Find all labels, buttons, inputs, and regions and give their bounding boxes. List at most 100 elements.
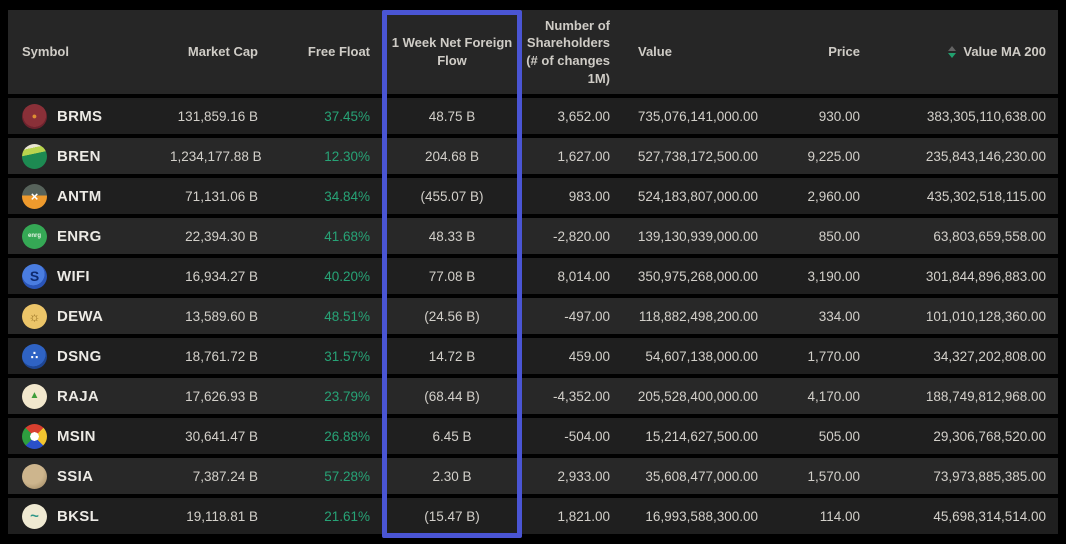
price-cell: 1,570.00: [807, 468, 860, 484]
value-ma200-cell: 235,843,146,230.00: [925, 148, 1046, 164]
value-cell: 139,130,939,000.00: [637, 228, 758, 244]
market-cap-cell: 30,641.47 B: [185, 428, 258, 444]
price-cell: 334.00: [818, 308, 860, 324]
net-foreign-flow-cell: 6.45 B: [432, 428, 472, 444]
price-cell: 930.00: [818, 108, 860, 124]
net-foreign-flow-cell: (455.07 B): [420, 188, 484, 204]
price-cell: 3,190.00: [807, 268, 860, 284]
column-header-value-ma-200-label: Value MA 200: [963, 44, 1046, 60]
symbol-cell: SSIA: [8, 463, 170, 489]
column-header-market-cap[interactable]: Market Cap: [187, 44, 258, 60]
shareholders-cell: 1,821.00: [557, 508, 610, 524]
table-row[interactable]: × ANTM 71,131.06 B 34.84% (455.07 B) 983…: [8, 178, 1058, 214]
value-cell: 205,528,400,000.00: [637, 388, 758, 404]
price-cell: 4,170.00: [807, 388, 860, 404]
sort-arrows-icon[interactable]: [948, 46, 957, 58]
free-float-cell: 31.57%: [324, 348, 370, 364]
symbol-label: ENRG: [57, 227, 102, 245]
symbol-cell: ▲ RAJA: [8, 383, 170, 409]
net-foreign-flow-cell: 14.72 B: [428, 348, 476, 364]
value-cell: 524,183,807,000.00: [637, 188, 758, 204]
price-cell: 9,225.00: [807, 148, 860, 164]
table-row[interactable]: BREN 1,234,177.88 B 12.30% 204.68 B 1,62…: [8, 138, 1058, 174]
table-row[interactable]: ☼ DEWA 13,589.60 B 48.51% (24.56 B) -497…: [8, 298, 1058, 334]
value-ma200-cell: 101,010,128,360.00: [925, 308, 1046, 324]
value-cell: 35,608,477,000.00: [645, 468, 758, 484]
symbol-label: ANTM: [57, 187, 102, 205]
net-foreign-flow-cell: 204.68 B: [424, 148, 480, 164]
stock-logo-icon: S: [22, 263, 47, 289]
market-cap-cell: 18,761.72 B: [185, 348, 258, 364]
shareholders-cell: 8,014.00: [557, 268, 610, 284]
column-header-price[interactable]: Price: [828, 44, 860, 60]
symbol-label: BKSL: [57, 507, 100, 525]
symbol-label: WIFI: [57, 267, 90, 285]
net-foreign-flow-cell: 48.75 B: [428, 108, 476, 124]
table-row[interactable]: ▲ RAJA 17,626.93 B 23.79% (68.44 B) -4,3…: [8, 378, 1058, 414]
symbol-label: SSIA: [57, 467, 94, 485]
value-ma200-cell: 29,306,768,520.00: [933, 428, 1046, 444]
market-cap-cell: 7,387.24 B: [192, 468, 258, 484]
table-row[interactable]: enrg ENRG 22,394.30 B 41.68% 48.33 B -2,…: [8, 218, 1058, 254]
symbol-label: BREN: [57, 147, 101, 165]
table-row[interactable]: ∴ DSNG 18,761.72 B 31.57% 14.72 B 459.00…: [8, 338, 1058, 374]
market-cap-cell: 19,118.81 B: [186, 508, 258, 524]
market-cap-cell: 16,934.27 B: [185, 268, 258, 284]
price-cell: 2,960.00: [807, 188, 860, 204]
market-cap-cell: 131,859.16 B: [177, 108, 258, 124]
value-ma200-cell: 383,305,110,638.00: [926, 108, 1046, 124]
table-row[interactable]: ● BRMS 131,859.16 B 37.45% 48.75 B 3,652…: [8, 98, 1058, 134]
column-header-value-ma-200[interactable]: Value MA 200: [872, 10, 1058, 94]
symbol-cell: BREN: [8, 143, 170, 169]
value-cell: 735,076,141,000.00: [637, 108, 758, 124]
free-float-cell: 41.68%: [324, 228, 370, 244]
symbol-cell: ☼ DEWA: [8, 303, 170, 329]
table-row[interactable]: SSIA 7,387.24 B 57.28% 2.30 B 2,933.00 3…: [8, 458, 1058, 494]
symbol-cell: MSIN: [8, 423, 170, 449]
value-cell: 350,975,268,000.00: [637, 268, 758, 284]
symbol-cell: ∴ DSNG: [8, 343, 170, 369]
column-header-net-foreign-flow[interactable]: 1 Week Net Foreign Flow: [391, 35, 513, 68]
value-ma200-cell: 63,803,659,558.00: [933, 228, 1046, 244]
symbol-label: RAJA: [57, 387, 100, 405]
column-header-symbol[interactable]: Symbol: [22, 44, 69, 60]
table-row[interactable]: ~ BKSL 19,118.81 B 21.61% (15.47 B) 1,82…: [8, 498, 1058, 534]
market-cap-cell: 1,234,177.88 B: [170, 148, 262, 164]
price-cell: 1,770.00: [807, 348, 860, 364]
symbol-cell: S WIFI: [8, 263, 170, 289]
symbol-label: DEWA: [57, 307, 104, 325]
free-float-cell: 34.84%: [324, 188, 370, 204]
shareholders-cell: 2,933.00: [557, 468, 610, 484]
stock-logo-icon: ▲: [22, 383, 47, 409]
net-foreign-flow-cell: 77.08 B: [428, 268, 476, 284]
free-float-cell: 48.51%: [324, 308, 370, 324]
price-cell: 850.00: [818, 228, 860, 244]
free-float-cell: 40.20%: [324, 268, 370, 284]
shareholders-cell: 3,652.00: [557, 108, 610, 124]
free-float-cell: 12.30%: [324, 148, 370, 164]
sort-ascending-icon: [948, 46, 957, 51]
stock-logo-icon: [22, 463, 47, 489]
sort-descending-icon: [948, 53, 957, 58]
symbol-cell: × ANTM: [8, 183, 170, 209]
value-cell: 15,214,627,500.00: [645, 428, 758, 444]
stock-logo-icon: ●: [22, 103, 47, 129]
value-ma200-cell: 301,844,896,883.00: [925, 268, 1046, 284]
symbol-cell: ~ BKSL: [8, 503, 170, 529]
table-row[interactable]: MSIN 30,641.47 B 26.88% 6.45 B -504.00 1…: [8, 418, 1058, 454]
shareholders-cell: -504.00: [564, 428, 610, 444]
shareholders-cell: -4,352.00: [552, 388, 610, 404]
column-header-free-float[interactable]: Free Float: [307, 44, 370, 60]
net-foreign-flow-cell: (24.56 B): [424, 308, 480, 324]
symbol-label: DSNG: [57, 347, 102, 365]
stock-logo-icon: ∴: [22, 343, 47, 369]
shareholders-cell: 983.00: [568, 188, 610, 204]
net-foreign-flow-cell: 48.33 B: [428, 228, 476, 244]
value-cell: 118,882,498,200.00: [638, 308, 758, 324]
market-cap-cell: 13,589.60 B: [185, 308, 258, 324]
table-row[interactable]: S WIFI 16,934.27 B 40.20% 77.08 B 8,014.…: [8, 258, 1058, 294]
column-header-value[interactable]: Value: [638, 44, 672, 60]
shareholders-cell: -2,820.00: [552, 228, 610, 244]
value-ma200-cell: 73,973,885,385.00: [933, 468, 1046, 484]
column-header-num-shareholders[interactable]: Number of Shareholders (# of changes 1M): [526, 17, 610, 86]
